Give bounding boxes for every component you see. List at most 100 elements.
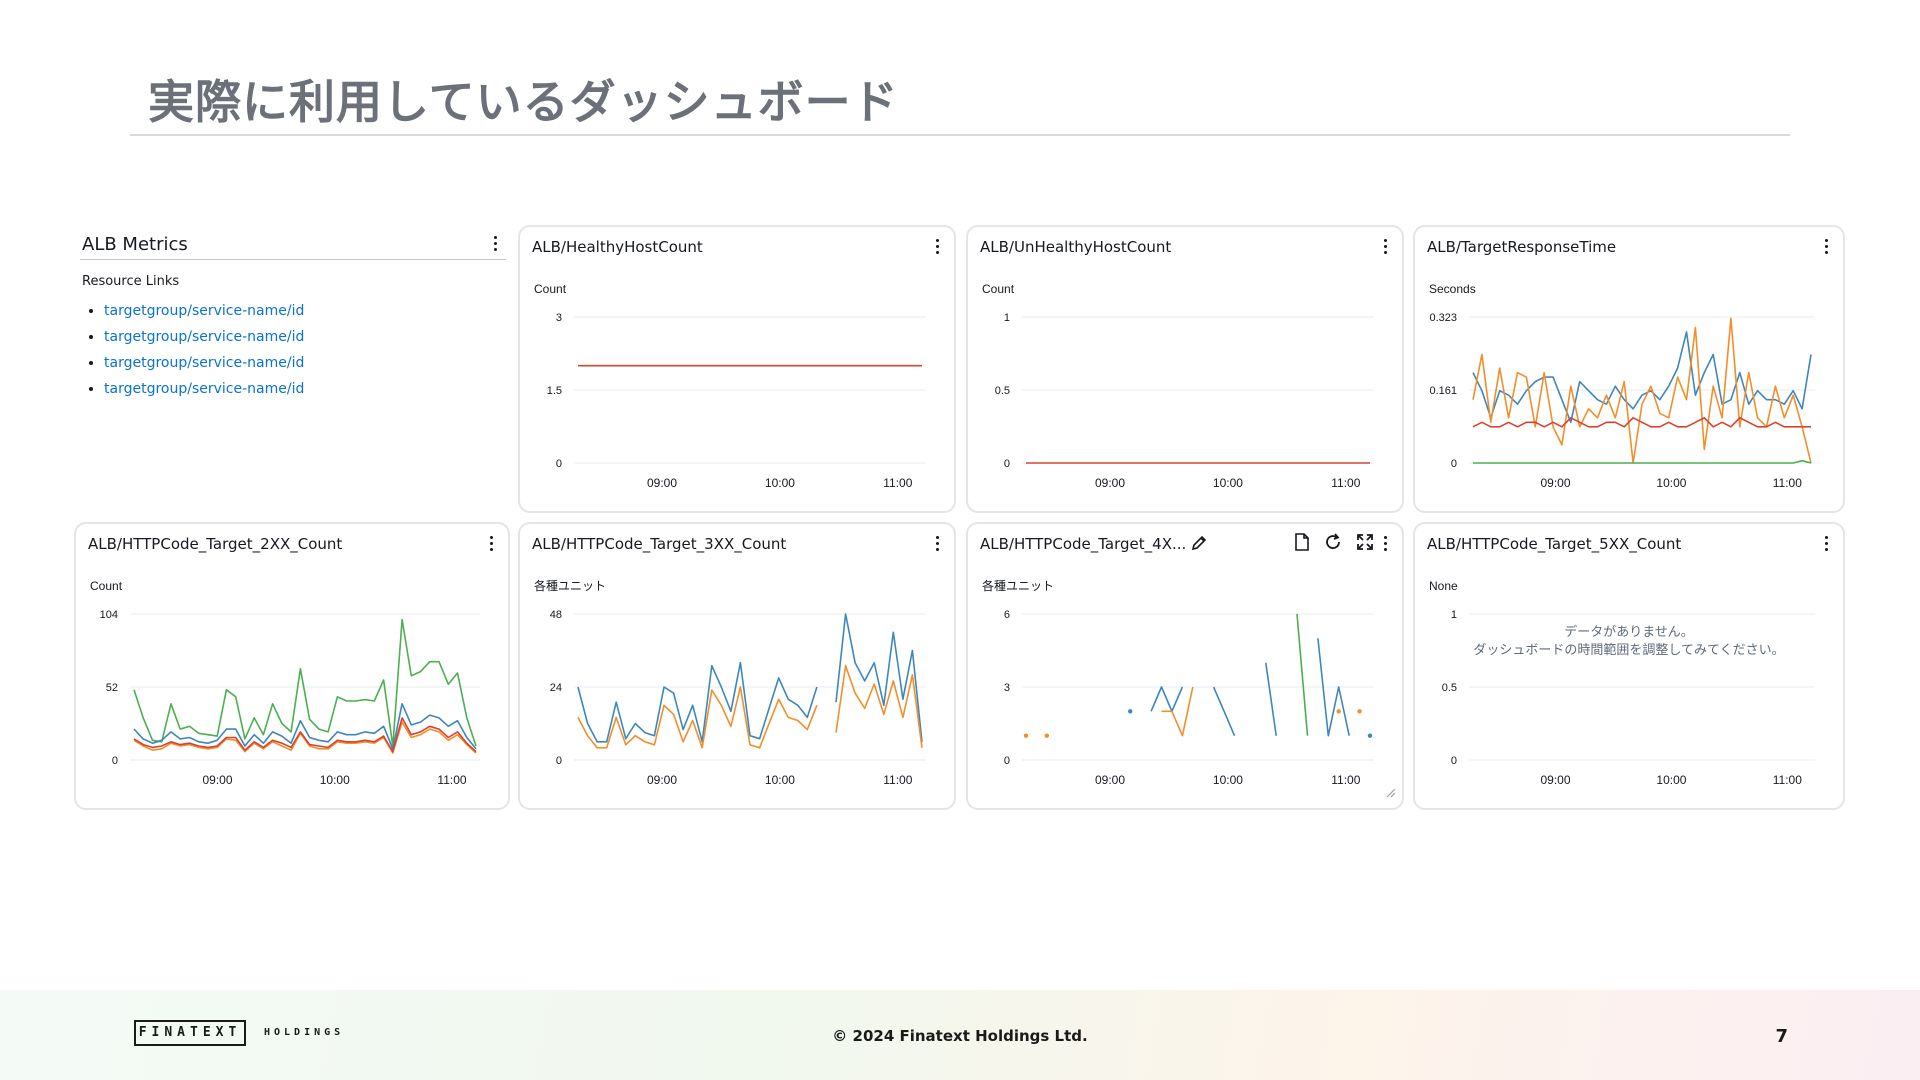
series-line-red bbox=[133, 717, 477, 753]
y-axis-label: Count bbox=[534, 282, 567, 296]
series-line-green bbox=[133, 618, 477, 747]
y-axis-label: Count bbox=[982, 282, 1015, 296]
series-line-red bbox=[1472, 417, 1811, 428]
resource-link[interactable]: targetgroup/service-name/id bbox=[104, 355, 305, 371]
target-response-time-widget: Seconds 0.323 0.161 0 09:00 10:00 11:00 ALB/Ta… bbox=[1413, 225, 1845, 513]
x-tick-label: 11:00 bbox=[437, 773, 466, 787]
refresh-icon[interactable] bbox=[1324, 533, 1342, 555]
alb-metrics-title: ALB Metrics bbox=[82, 234, 188, 255]
no-data-line: データがありません。 bbox=[1564, 625, 1694, 640]
x-tick-label: 09:00 bbox=[647, 476, 677, 490]
http-4xx-count-widget: 各種ユニット 6 3 0 09:00 10:00 11:00 ALB/HTTPCode_Ta… bbox=[966, 522, 1404, 810]
x-tick-label: 10:00 bbox=[1213, 773, 1243, 787]
kebab-menu-icon[interactable] bbox=[1378, 532, 1392, 554]
chart-response: Seconds 0.323 0.161 0 09:00 10:00 11:00 bbox=[1429, 282, 1815, 490]
widget-title: ALB/HTTPCode_Target_2XX_Count bbox=[88, 535, 343, 553]
title-divider bbox=[130, 134, 1790, 136]
data-point bbox=[1128, 709, 1133, 714]
healthy-host-count-widget: Count 3 1.5 0 09:00 10:00 11:00 ALB/HealthyHos… bbox=[518, 225, 956, 513]
y-axis-label: Seconds bbox=[1429, 282, 1476, 296]
page-number: 7 bbox=[1775, 1026, 1788, 1047]
chart-code5xx: None 1 0.5 0 09:00 10:00 11:00 bbox=[1429, 579, 1815, 787]
resource-link[interactable]: targetgroup/service-name/id bbox=[104, 381, 305, 397]
unhealthy-host-count-widget: Count 1 0.5 0 09:00 10:00 11:00 ALB/UnHealthyH… bbox=[966, 225, 1404, 513]
x-tick-label: 11:00 bbox=[1773, 773, 1802, 787]
y-tick-label: 3 bbox=[1004, 682, 1010, 694]
no-data-line: ダッシュボードの時間範囲を調整してみてください。 bbox=[1473, 643, 1785, 658]
series-line-orange bbox=[577, 664, 923, 749]
y-tick-label: 0 bbox=[112, 755, 118, 767]
y-tick-label: 1 bbox=[1004, 312, 1010, 324]
widget-title: ALB/HealthyHostCount bbox=[532, 238, 703, 256]
data-point bbox=[1357, 709, 1362, 714]
x-tick-label: 09:00 bbox=[1095, 476, 1125, 490]
y-tick-label: 0.5 bbox=[995, 385, 1010, 397]
x-tick-label: 10:00 bbox=[1656, 773, 1686, 787]
series-line-blue bbox=[577, 613, 923, 743]
resource-links-list: targetgroup/service-name/id targetgroup/… bbox=[86, 298, 304, 402]
resource-links-heading: Resource Links bbox=[82, 274, 180, 289]
widget-title: ALB/HTTPCode_Target_4X... bbox=[980, 535, 1187, 553]
kebab-menu-icon[interactable] bbox=[930, 235, 944, 257]
x-tick-label: 09:00 bbox=[1540, 476, 1570, 490]
widget-title: ALB/HTTPCode_Target_5XX_Count bbox=[1427, 535, 1682, 553]
y-axis-label: 各種ユニット bbox=[534, 578, 606, 593]
y-tick-label: 1 bbox=[1451, 609, 1457, 621]
x-tick-label: 10:00 bbox=[765, 773, 795, 787]
series-line-blue bbox=[1472, 331, 1812, 424]
y-tick-label: 0.323 bbox=[1429, 312, 1457, 324]
y-tick-label: 48 bbox=[550, 609, 562, 621]
data-point bbox=[1044, 733, 1050, 738]
company-logo: FINATEXT bbox=[134, 1020, 246, 1046]
x-tick-label: 09:00 bbox=[1540, 773, 1570, 787]
x-tick-label: 09:00 bbox=[1095, 773, 1125, 787]
resource-link[interactable]: targetgroup/service-name/id bbox=[104, 329, 305, 345]
x-tick-label: 10:00 bbox=[765, 476, 795, 490]
chart-unhealthy: Count 1 0.5 0 09:00 10:00 11:00 bbox=[982, 282, 1374, 490]
x-tick-label: 11:00 bbox=[1331, 476, 1360, 490]
y-axis-label: 各種ユニット bbox=[982, 578, 1054, 593]
alb-metrics-divider bbox=[80, 259, 506, 260]
x-tick-label: 11:00 bbox=[883, 476, 912, 490]
no-data-message: データがありません。 ダッシュボードの時間範囲を調整してみてください。 bbox=[1415, 624, 1843, 660]
x-tick-label: 09:00 bbox=[202, 773, 232, 787]
edit-icon[interactable] bbox=[1190, 534, 1208, 556]
data-point bbox=[1336, 709, 1341, 714]
y-tick-label: 0.161 bbox=[1429, 385, 1457, 397]
resource-link[interactable]: targetgroup/service-name/id bbox=[104, 303, 305, 319]
slide-title: 実際に利用しているダッシュボード bbox=[148, 75, 899, 129]
y-tick-label: 0 bbox=[1451, 458, 1457, 470]
x-tick-label: 10:00 bbox=[1656, 476, 1686, 490]
y-tick-label: 0 bbox=[556, 755, 562, 767]
y-tick-label: 0.5 bbox=[1442, 682, 1457, 694]
kebab-menu-icon[interactable] bbox=[930, 532, 944, 554]
kebab-menu-icon[interactable] bbox=[1819, 235, 1833, 257]
kebab-menu-icon[interactable] bbox=[1378, 235, 1392, 257]
export-icon[interactable] bbox=[1294, 533, 1310, 555]
chart-code3xx: 各種ユニット 48 24 0 09:00 10:00 11:00 bbox=[534, 578, 926, 787]
chart-code2xx: Count 104 52 0 09:00 10:00 11:00 bbox=[90, 579, 480, 787]
fullscreen-icon[interactable] bbox=[1356, 533, 1374, 555]
y-tick-label: 3 bbox=[556, 312, 562, 324]
y-tick-label: 0 bbox=[1004, 458, 1010, 470]
copyright-text: © 2024 Finatext Holdings Ltd. bbox=[832, 1027, 1088, 1045]
y-tick-label: 24 bbox=[550, 682, 562, 694]
series-line-green bbox=[1296, 613, 1309, 736]
kebab-menu-icon[interactable] bbox=[488, 232, 502, 254]
series-line-blue bbox=[133, 703, 477, 750]
x-tick-label: 11:00 bbox=[883, 773, 912, 787]
y-tick-label: 0 bbox=[1451, 755, 1457, 767]
company-logo-subtitle: HOLDINGS bbox=[264, 1027, 345, 1038]
x-tick-label: 09:00 bbox=[647, 773, 677, 787]
list-item: targetgroup/service-name/id bbox=[104, 298, 304, 324]
kebab-menu-icon[interactable] bbox=[484, 532, 498, 554]
kebab-menu-icon[interactable] bbox=[1819, 532, 1833, 554]
y-tick-label: 0 bbox=[556, 458, 562, 470]
widget-title: ALB/TargetResponseTime bbox=[1427, 238, 1617, 256]
http-5xx-count-widget: None 1 0.5 0 09:00 10:00 11:00 ALB/HTTPCode_Ta… bbox=[1413, 522, 1845, 810]
resize-handle-icon[interactable] bbox=[1384, 783, 1396, 802]
data-point bbox=[1367, 733, 1373, 738]
http-2xx-count-widget: Count 104 52 0 09:00 10:00 11:00 ALB/HTTPCode_… bbox=[74, 522, 510, 810]
y-tick-label: 0 bbox=[1004, 755, 1010, 767]
chart-code4xx: 各種ユニット 6 3 0 09:00 10:00 11:00 bbox=[982, 578, 1374, 787]
